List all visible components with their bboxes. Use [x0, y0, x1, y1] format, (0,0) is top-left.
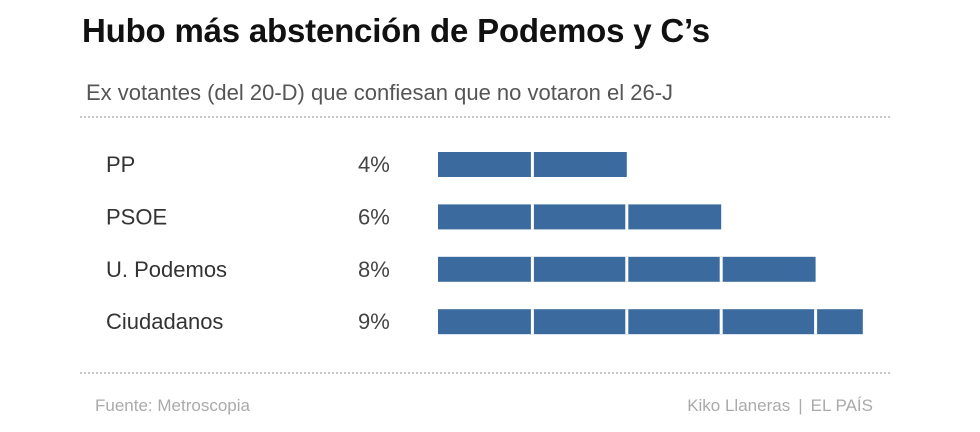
- bar: [438, 309, 863, 335]
- category-label: PSOE: [106, 204, 167, 229]
- bar-segment-divider: [625, 256, 629, 282]
- author-name: Kiko Llaneras: [687, 396, 791, 415]
- bar-segment-divider: [719, 256, 723, 282]
- top-divider: [80, 116, 890, 118]
- value-label: 4%: [358, 152, 390, 177]
- chart-subtitle: Ex votantes (del 20-D) que confiesan que…: [86, 80, 674, 105]
- bar-segment-divider: [625, 309, 629, 335]
- bar: [438, 204, 722, 230]
- outlet-name: EL PAÍS: [810, 396, 873, 415]
- value-label: 9%: [358, 309, 390, 334]
- bottom-divider: [80, 372, 890, 374]
- chart-title: Hubo más abstención de Podemos y C’s: [82, 12, 710, 49]
- credit-separator: |: [798, 396, 803, 415]
- bar-segment-divider: [719, 309, 723, 335]
- credit-line: Kiko Llaneras | EL PAÍS: [687, 396, 873, 416]
- bar-segment-divider: [530, 204, 534, 230]
- category-label: U. Podemos: [106, 257, 227, 282]
- source-note: Fuente: Metroscopia: [95, 396, 250, 415]
- category-label: PP: [106, 152, 135, 177]
- value-label: 6%: [358, 204, 390, 229]
- bar-segment-divider: [530, 256, 534, 282]
- bar-segment-divider: [625, 204, 629, 230]
- bar-segment-divider: [530, 152, 534, 177]
- value-label: 8%: [358, 257, 390, 282]
- bar-segment-divider: [530, 309, 534, 335]
- bar-segment-divider: [814, 309, 818, 335]
- category-label: Ciudadanos: [106, 309, 223, 334]
